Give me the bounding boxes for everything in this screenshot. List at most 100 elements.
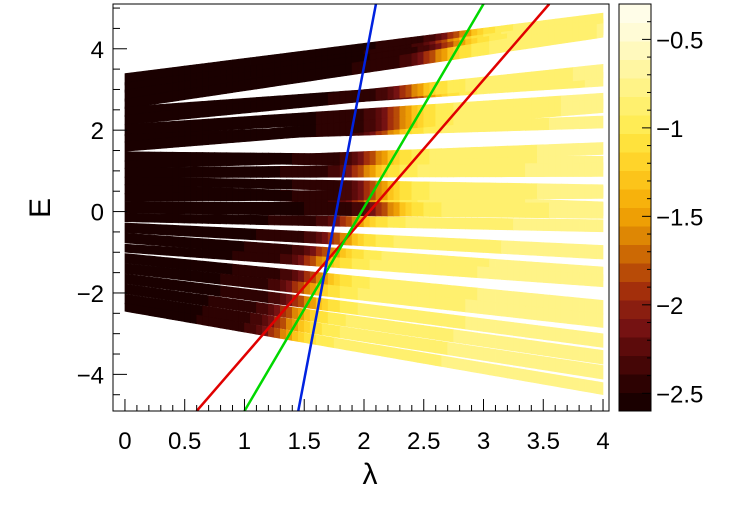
band-cell xyxy=(423,282,431,296)
band-cell xyxy=(447,217,454,229)
band-cell xyxy=(303,165,311,178)
colorbar-swatch xyxy=(619,244,651,264)
band-cell xyxy=(387,290,395,305)
band-cell xyxy=(238,321,245,333)
band-cell xyxy=(548,294,556,310)
band-cell xyxy=(291,190,299,201)
band-cell xyxy=(244,241,251,254)
colorbar-swatch xyxy=(619,41,651,60)
band-cell xyxy=(238,155,245,166)
band-cell xyxy=(417,324,425,339)
band-cell xyxy=(560,344,568,360)
band-cell xyxy=(566,67,574,82)
band-cell xyxy=(536,325,544,340)
band-cell xyxy=(519,105,526,120)
band-cell xyxy=(513,202,520,218)
band-cell xyxy=(274,127,281,140)
band-cell xyxy=(190,87,197,100)
band-cell xyxy=(441,355,448,368)
band-cell xyxy=(297,201,305,216)
band-cell xyxy=(435,283,442,298)
band-cell xyxy=(214,166,221,178)
band-cell xyxy=(214,214,221,225)
band-cell xyxy=(315,179,323,191)
band-cell xyxy=(519,338,526,354)
band-cell xyxy=(531,305,538,321)
band-cell xyxy=(531,293,538,308)
band-cell xyxy=(566,27,574,43)
band-cell xyxy=(190,191,197,202)
band-cell xyxy=(477,202,484,218)
band-cell xyxy=(471,146,478,159)
band-cell xyxy=(274,98,281,111)
band-cell xyxy=(160,137,168,149)
band-cell xyxy=(453,264,460,277)
band-cell xyxy=(566,309,574,325)
band-cell xyxy=(357,258,365,270)
band-cell xyxy=(333,64,341,78)
band-cell xyxy=(453,329,460,344)
band-cell xyxy=(507,350,514,366)
band-cell xyxy=(387,346,395,359)
band-cell xyxy=(196,157,203,167)
band-cell xyxy=(184,107,191,120)
band-cell xyxy=(525,269,532,282)
band-cell xyxy=(190,201,197,215)
band-cell xyxy=(453,342,460,357)
band-cell xyxy=(291,125,299,139)
band-cell xyxy=(423,188,431,200)
band-cell xyxy=(483,108,490,123)
band-cell xyxy=(399,84,407,99)
band-cell xyxy=(297,215,305,226)
band-cell xyxy=(250,214,257,225)
band-cell xyxy=(303,190,311,201)
band-cell xyxy=(327,189,335,201)
band-cell xyxy=(291,153,299,165)
band-cell xyxy=(495,289,502,304)
band-cell xyxy=(363,233,371,247)
band-cell xyxy=(405,349,413,362)
band-cell xyxy=(327,152,335,164)
band-cell xyxy=(214,307,221,320)
band-cell xyxy=(477,163,484,178)
band-cell xyxy=(286,268,293,282)
band-cell xyxy=(166,90,174,103)
band-cell xyxy=(399,54,407,68)
band-cell xyxy=(405,84,413,98)
band-cell xyxy=(381,345,389,358)
band-cell xyxy=(417,164,425,178)
band-cell xyxy=(220,273,227,286)
band-cell xyxy=(232,240,239,253)
band-cell xyxy=(256,242,263,255)
band-cell xyxy=(596,349,604,365)
band-cell xyxy=(471,316,478,332)
x-tick-label: 0 xyxy=(118,428,131,455)
band-cell xyxy=(160,121,168,135)
band-cell xyxy=(525,218,532,231)
band-cell xyxy=(268,278,275,291)
band-cell xyxy=(369,118,377,132)
band-cell xyxy=(572,116,580,130)
band-cell xyxy=(124,192,132,202)
band-cell xyxy=(489,75,496,90)
band-cell xyxy=(250,251,257,263)
band-cell xyxy=(280,317,287,330)
band-cell xyxy=(130,113,138,125)
band-cell xyxy=(411,52,419,67)
band-cell xyxy=(399,292,407,306)
band-cell xyxy=(417,51,425,66)
band-cell xyxy=(441,313,448,328)
band-cell xyxy=(333,165,341,178)
band-cell xyxy=(566,376,574,390)
band-cell xyxy=(315,322,323,336)
band-cell xyxy=(274,229,281,242)
x-tick-label: 3.5 xyxy=(527,428,560,455)
band-cell xyxy=(465,43,472,59)
band-cell xyxy=(507,119,514,132)
band-cell xyxy=(220,156,227,167)
band-cell xyxy=(531,187,538,200)
band-cell xyxy=(536,340,544,356)
band-cell xyxy=(501,365,508,379)
band-cell xyxy=(399,235,407,249)
colorbar-swatch xyxy=(619,281,651,301)
